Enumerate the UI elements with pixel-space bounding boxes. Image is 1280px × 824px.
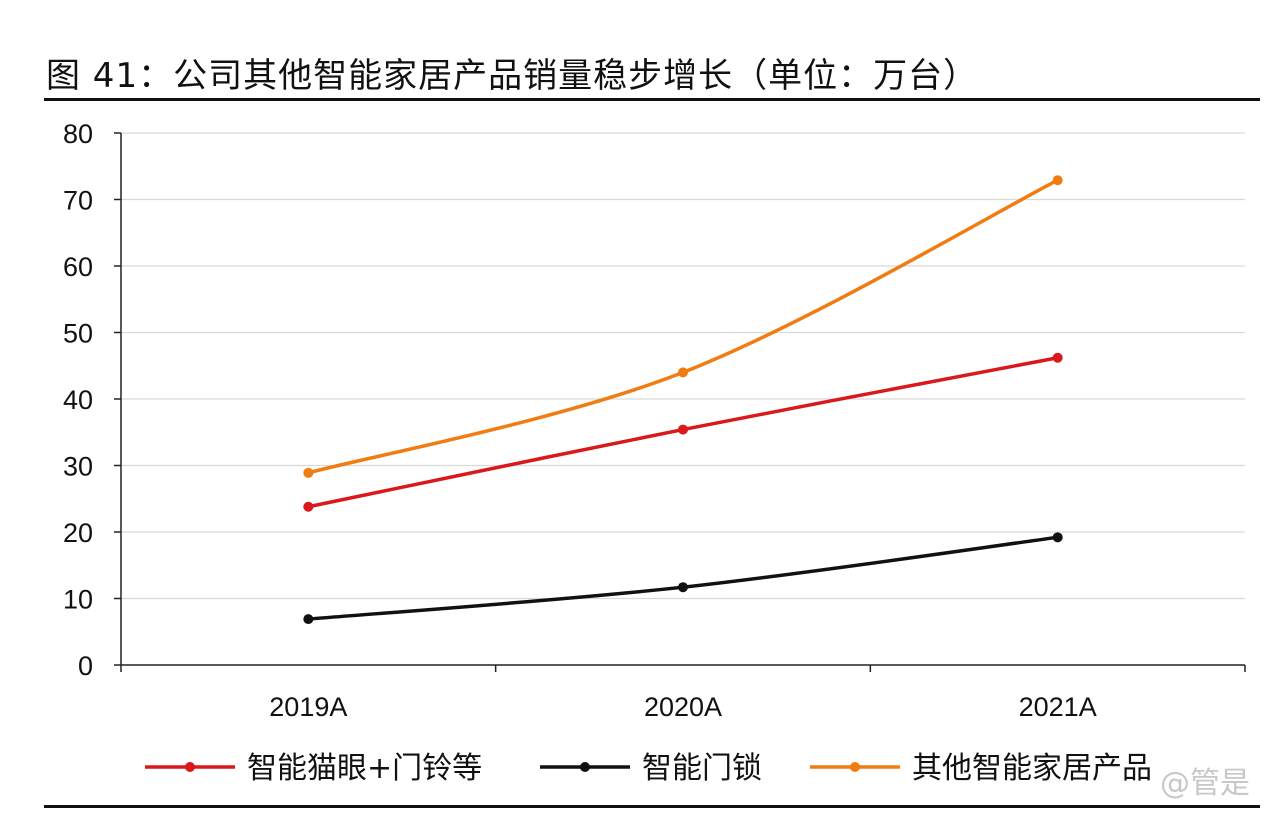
data-point [303,614,314,625]
bottom-rule [44,805,1260,808]
data-point [303,467,314,478]
data-point [303,501,314,512]
y-tick-label: 20 [63,518,93,548]
y-tick-label: 10 [63,585,93,615]
x-tick-label: 2021A [1019,692,1097,722]
x-tick-label: 2019A [269,692,347,722]
data-point [678,424,688,435]
data-point [1052,352,1063,363]
legend-label: 智能门锁 [642,751,762,786]
y-tick-label: 60 [63,252,93,282]
x-tick-label: 2020A [644,692,722,722]
data-point [1052,175,1063,186]
y-tick-label: 70 [63,186,93,216]
series-line [308,535,1058,621]
data-point [678,582,688,593]
legend-marker [580,762,590,772]
title-rule [44,98,1260,101]
legend-marker [185,762,195,772]
legend-marker [850,762,860,772]
y-tick-label: 30 [63,452,93,482]
watermark: @管是 [1160,766,1250,801]
data-point [678,367,688,378]
y-tick-label: 0 [78,651,93,681]
y-tick-label: 50 [63,319,93,349]
y-tick-label: 80 [63,119,93,149]
legend-label: 智能猫眼+门铃等 [247,751,482,786]
y-tick-label: 40 [63,385,93,415]
data-point [1052,532,1063,543]
legend-label: 其他智能家居产品 [912,751,1152,786]
chart-title: 图 41：公司其他智能家居产品销量稳步增长（单位：万台） [46,56,979,96]
